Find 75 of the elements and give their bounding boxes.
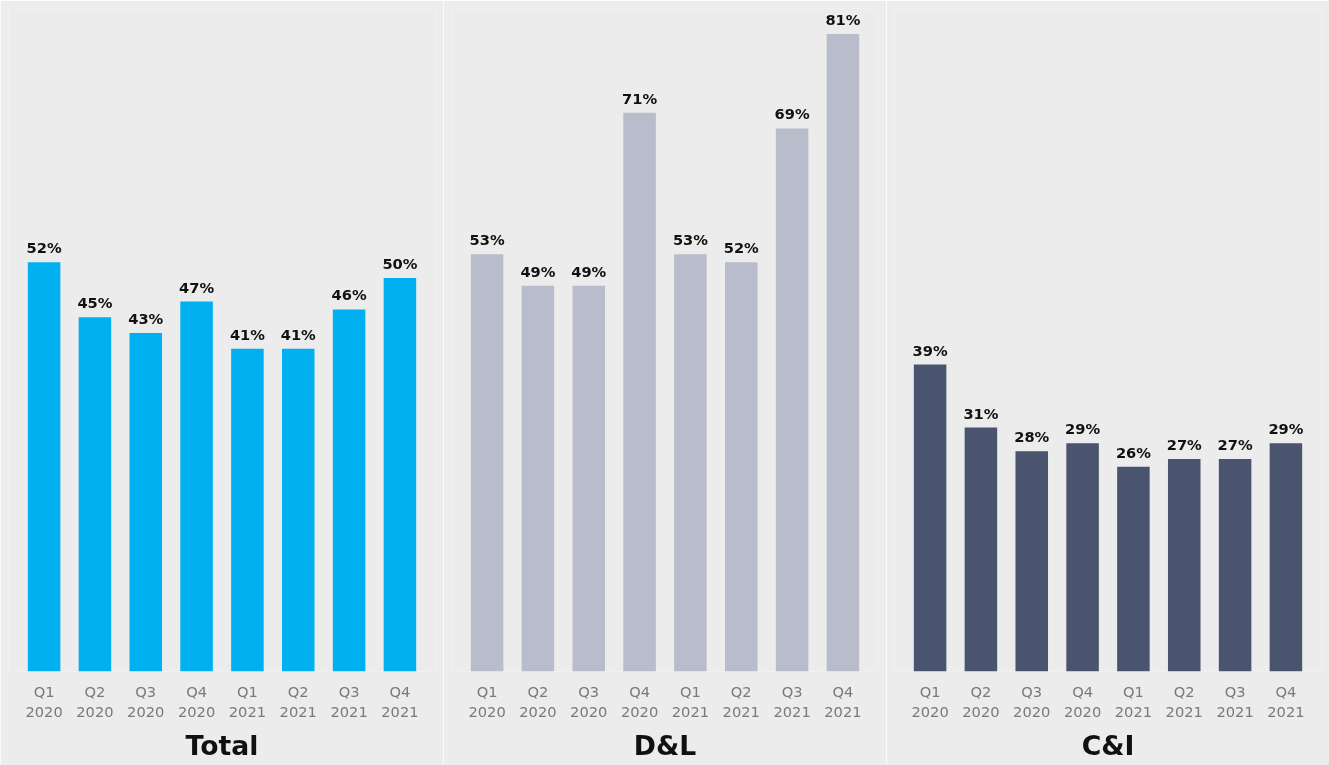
bar [775, 128, 809, 672]
x-tick-label: Q2 2021 [279, 682, 317, 720]
x-tick-label: Q4 2021 [1267, 682, 1305, 720]
bar [1269, 443, 1303, 672]
data-label: 81% [825, 11, 861, 28]
x-tick-label: Q2 2020 [519, 682, 557, 720]
x-tick-label: Q1 2021 [671, 682, 710, 720]
data-label: 49% [571, 262, 607, 280]
x-tick-label: Q3 2021 [1216, 682, 1254, 720]
bar [1167, 459, 1201, 672]
data-label: 45% [77, 294, 113, 312]
x-tick-label: Q3 2020 [1013, 682, 1051, 720]
x-tick-label: Q3 2021 [773, 682, 811, 720]
data-label: 41% [229, 325, 266, 343]
data-label: 29% [1268, 420, 1304, 438]
data-label: 47% [179, 278, 215, 296]
bar [1015, 451, 1049, 672]
x-tick-label: Q1 2021 [228, 682, 267, 720]
bar [129, 333, 163, 672]
text: C&I [1081, 729, 1135, 761]
bar [623, 112, 656, 672]
bar [1218, 459, 1252, 672]
x-tick-label: Q3 2021 [330, 682, 368, 720]
bar [78, 317, 112, 672]
bar [1117, 466, 1150, 672]
x-tick-label: Q1 2021 [1114, 682, 1153, 720]
data-label: 31% [963, 404, 999, 422]
x-tick-label: Q4 2020 [1063, 682, 1102, 720]
text: D&L [633, 729, 697, 761]
data-label: 26% [1115, 443, 1152, 461]
bar [180, 301, 213, 672]
bar [27, 262, 61, 672]
data-label: 43% [128, 310, 164, 328]
bar [724, 262, 758, 672]
bar [572, 285, 606, 672]
data-label: 39% [912, 341, 948, 359]
data-label: 46% [331, 286, 367, 304]
data-label: 52% [723, 239, 760, 257]
x-tick-label: Q3 2020 [570, 682, 608, 720]
data-label: 28% [1014, 428, 1050, 446]
text: Total [185, 729, 259, 761]
x-tick-label: Q1 2020 [911, 682, 949, 720]
bar [913, 364, 947, 672]
bar [383, 277, 417, 672]
x-tick-label: Q4 2021 [381, 682, 419, 720]
data-label: 27% [1217, 436, 1253, 453]
data-label: 41% [280, 325, 317, 343]
x-tick-label: Q2 2020 [76, 682, 114, 720]
data-label: 50% [382, 254, 418, 272]
x-tick-label: Q2 2021 [1165, 682, 1203, 720]
bar [470, 254, 504, 672]
x-tick-label: Q4 2020 [620, 682, 659, 720]
x-tick-label: Q1 2020 [468, 682, 506, 720]
bar [826, 34, 860, 672]
x-tick-label: Q4 2020 [177, 682, 216, 720]
bar [281, 348, 315, 672]
data-label: 71% [622, 89, 658, 107]
x-tick-label: Q4 2021 [824, 682, 862, 720]
bar [674, 254, 707, 672]
data-label: 52% [26, 239, 62, 257]
data-label: 53% [469, 231, 505, 249]
data-label: 53% [672, 231, 709, 249]
data-label: 27% [1166, 436, 1203, 453]
bar [521, 285, 555, 672]
bar [964, 427, 998, 672]
bar [332, 309, 366, 672]
x-tick-label: Q3 2020 [127, 682, 165, 720]
data-label: 29% [1065, 420, 1101, 438]
x-tick-label: Q2 2020 [962, 682, 1000, 720]
data-label: 49% [520, 262, 556, 280]
data-label: 69% [774, 105, 810, 123]
bar [1066, 443, 1099, 672]
bar [231, 348, 264, 672]
x-tick-label: Q1 2020 [25, 682, 63, 720]
x-tick-label: Q2 2021 [722, 682, 760, 720]
